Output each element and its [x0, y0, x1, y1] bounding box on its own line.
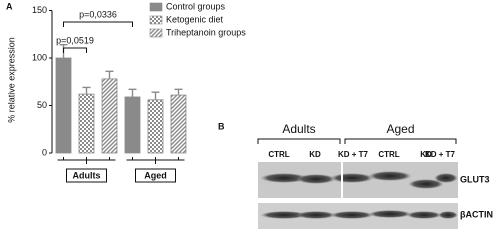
y-tick-label: 50: [37, 100, 47, 110]
panel-label: A: [6, 1, 13, 11]
lane-label: KD + T7: [425, 150, 456, 159]
figure: A B % relative expression 0 50 100 150 Adult…: [6, 1, 493, 229]
lane-label: KD: [309, 150, 321, 159]
legend-swatch: [149, 15, 163, 25]
panel-label: B: [218, 121, 225, 131]
lane-label: CTRL: [268, 150, 289, 159]
significance-bracket: [63, 21, 133, 27]
legend-label: Triheptanoin groups: [166, 27, 246, 37]
y-tick-label: 150: [32, 5, 47, 15]
error-bar: [82, 86, 91, 95]
blot-group-label: Aged: [386, 122, 414, 136]
bar: [170, 94, 187, 154]
annotation: p=0,0336: [79, 9, 117, 19]
x-group-label: Adults: [73, 170, 101, 180]
bar: [101, 78, 118, 154]
legend-label: Ketogenic diet: [166, 14, 224, 24]
row-label: GLUT3: [460, 174, 490, 184]
blot-group-label: Adults: [282, 122, 315, 136]
y-tick-label: 0: [42, 147, 47, 157]
lane-label: KD: [420, 150, 432, 159]
group-box: [135, 168, 176, 183]
bar: [55, 57, 72, 154]
bar: [147, 99, 164, 154]
blot: [258, 160, 458, 229]
y-axis-label: % relative expression: [6, 37, 16, 123]
bar: [78, 93, 95, 154]
blot-group-bracket: [257, 138, 341, 144]
significance-bracket: [63, 47, 87, 53]
x-group-label: Aged: [144, 170, 167, 180]
error-bar: [105, 70, 114, 79]
error-bar: [128, 88, 137, 97]
annotation: p=0,0519: [56, 35, 94, 45]
error-bar: [151, 91, 160, 100]
blot-group-bracket: [344, 138, 457, 144]
lane-label: CTRL: [378, 150, 399, 159]
group-bracket: [57, 157, 116, 164]
row-label: βACTIN: [460, 209, 493, 219]
y-tick-label: 100: [32, 52, 47, 62]
group-box: [66, 168, 107, 183]
legend-label: Control groups: [166, 1, 226, 11]
legend-swatch: [149, 28, 163, 38]
legend-swatch: [149, 2, 163, 12]
lane-label: KD + T7: [338, 150, 369, 159]
error-bar: [174, 88, 183, 96]
group-bracket: [126, 157, 185, 164]
bar: [124, 96, 141, 154]
